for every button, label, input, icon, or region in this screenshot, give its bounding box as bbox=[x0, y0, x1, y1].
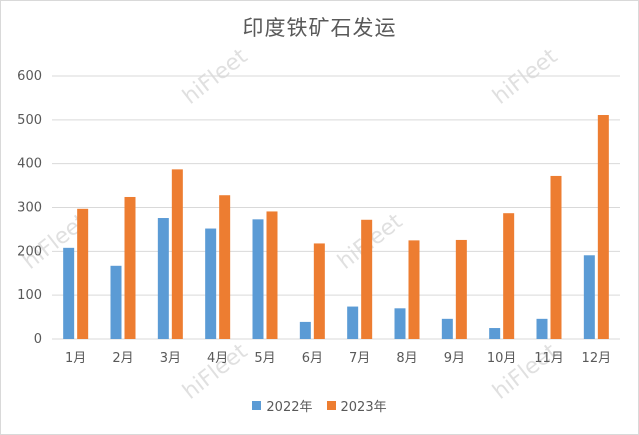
bar-2023-12 bbox=[597, 115, 609, 340]
bar-2022-2 bbox=[110, 265, 122, 339]
bar-2023-6 bbox=[313, 243, 325, 339]
bar-2023-4 bbox=[219, 195, 231, 339]
x-tick-label: 9月 bbox=[444, 351, 465, 366]
x-tick-label: 8月 bbox=[396, 351, 417, 366]
bar-2022-11 bbox=[536, 318, 548, 339]
bar-2022-4 bbox=[205, 228, 217, 339]
watermark-text: hiFleet bbox=[488, 339, 562, 405]
chart-title: 印度铁矿石发运 bbox=[242, 16, 397, 40]
y-tick-label: 300 bbox=[17, 201, 42, 216]
y-tick-label: 0 bbox=[34, 332, 42, 347]
legend-item-2023: 2023年 bbox=[326, 396, 387, 415]
bar-2022-5 bbox=[252, 219, 264, 339]
x-tick-label: 1月 bbox=[65, 351, 86, 366]
watermark-text: hiFleet bbox=[178, 339, 252, 405]
bar-2023-1 bbox=[77, 208, 89, 339]
x-tick-label: 6月 bbox=[302, 351, 323, 366]
y-tick-label: 500 bbox=[17, 113, 42, 128]
bar-2023-7 bbox=[361, 219, 373, 339]
bar-2022-8 bbox=[394, 308, 406, 339]
bar-2023-8 bbox=[408, 240, 420, 339]
x-tick-label: 3月 bbox=[160, 351, 181, 366]
bar-2022-7 bbox=[347, 306, 359, 339]
x-tick-label: 12月 bbox=[582, 351, 612, 366]
bar-2023-2 bbox=[124, 196, 136, 339]
bar-2022-10 bbox=[489, 328, 501, 339]
bar-2023-9 bbox=[455, 239, 467, 339]
bar-2023-3 bbox=[171, 169, 183, 339]
bar-2023-10 bbox=[503, 213, 515, 339]
x-tick-label: 7月 bbox=[349, 351, 370, 366]
x-tick-label: 10月 bbox=[487, 351, 517, 366]
bar-2023-5 bbox=[266, 211, 278, 339]
bar-2022-6 bbox=[299, 321, 311, 339]
legend: 2022年 2023年 bbox=[0, 396, 639, 415]
y-tick-label: 100 bbox=[17, 288, 42, 303]
legend-label-2022: 2022年 bbox=[266, 400, 313, 415]
y-tick-label: 600 bbox=[17, 69, 42, 84]
legend-swatch-2023 bbox=[326, 401, 336, 410]
x-tick-label: 4月 bbox=[207, 351, 228, 366]
bar-2022-3 bbox=[157, 218, 169, 339]
legend-label-2023: 2023年 bbox=[340, 400, 387, 415]
bar-2022-12 bbox=[583, 255, 595, 339]
legend-item-2022: 2022年 bbox=[252, 396, 313, 415]
y-tick-label: 400 bbox=[17, 157, 42, 172]
x-tick-label: 11月 bbox=[534, 351, 564, 366]
watermark-text: hiFleet bbox=[178, 44, 252, 110]
legend-swatch-2022 bbox=[252, 401, 262, 410]
x-tick-label: 5月 bbox=[254, 351, 275, 366]
watermark-text: hiFleet bbox=[488, 44, 562, 110]
x-tick-label: 2月 bbox=[112, 351, 133, 366]
bar-2023-11 bbox=[550, 175, 562, 339]
y-tick-label: 200 bbox=[17, 244, 42, 259]
bar-2022-9 bbox=[441, 318, 453, 339]
bar-2022-1 bbox=[63, 247, 75, 339]
